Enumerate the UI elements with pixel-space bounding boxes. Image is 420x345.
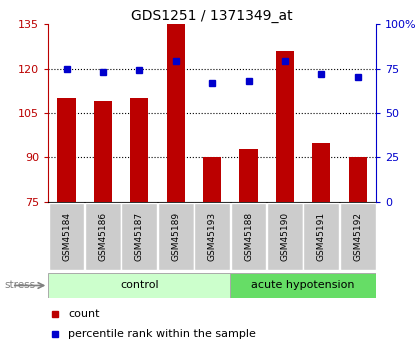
Text: GSM45187: GSM45187 (135, 212, 144, 261)
Bar (340, 203, 375, 270)
Bar (267, 203, 303, 270)
Text: GSM45184: GSM45184 (62, 212, 71, 261)
Bar (312, 142, 331, 202)
Bar (48, 273, 230, 298)
Bar (94, 101, 112, 202)
Text: stress: stress (4, 280, 35, 290)
Text: control: control (120, 280, 159, 290)
Bar (158, 203, 194, 270)
Text: GSM45186: GSM45186 (98, 212, 108, 261)
Bar (49, 203, 84, 270)
Bar (230, 273, 376, 298)
Text: count: count (68, 309, 100, 318)
Bar (304, 203, 339, 270)
Text: GSM45192: GSM45192 (353, 212, 362, 261)
Text: GSM45190: GSM45190 (281, 212, 289, 261)
Bar (231, 203, 266, 270)
Text: GSM45189: GSM45189 (171, 212, 180, 261)
Bar (58, 98, 76, 202)
Title: GDS1251 / 1371349_at: GDS1251 / 1371349_at (131, 9, 293, 23)
Bar (167, 24, 185, 202)
Bar (85, 203, 121, 270)
Text: percentile rank within the sample: percentile rank within the sample (68, 329, 256, 339)
Bar (276, 51, 294, 202)
Bar (239, 148, 257, 202)
Bar (349, 157, 367, 202)
Text: GSM45188: GSM45188 (244, 212, 253, 261)
Bar (130, 98, 148, 202)
Text: GSM45191: GSM45191 (317, 212, 326, 261)
Text: GSM45193: GSM45193 (207, 212, 217, 261)
Text: acute hypotension: acute hypotension (251, 280, 355, 290)
Bar (203, 157, 221, 202)
Bar (121, 203, 157, 270)
Bar (194, 203, 230, 270)
